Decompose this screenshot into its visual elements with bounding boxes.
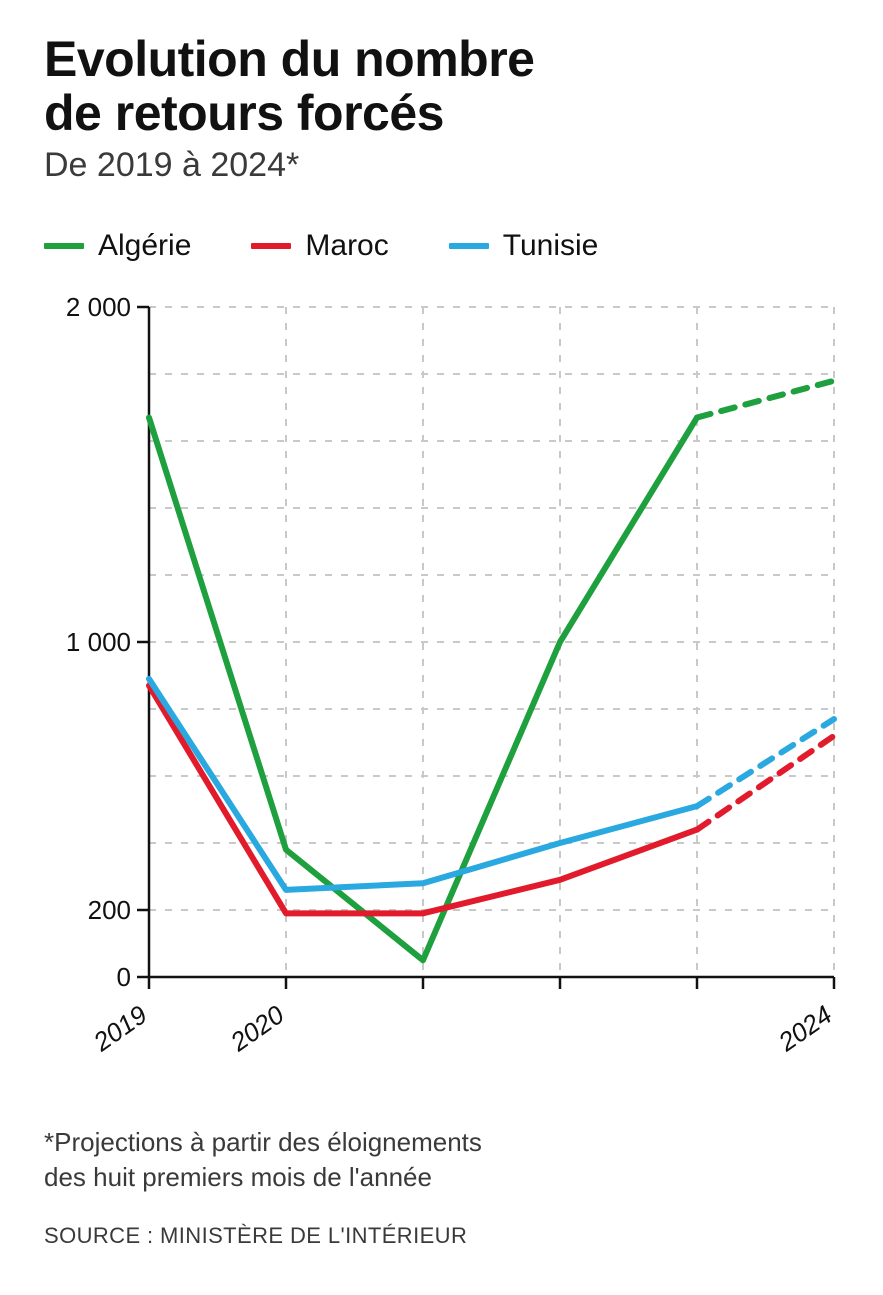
legend-label: Tunisie: [503, 229, 599, 263]
legend-swatch: [44, 243, 84, 249]
chart-svg: 0 200 1 000 2 000 2019 2020 2024: [44, 297, 839, 1087]
y-tick-label: 2 000: [66, 297, 131, 322]
legend-label: Algérie: [98, 229, 191, 263]
x-tick-label: 2019: [87, 999, 152, 1057]
page-title: Evolution du nombre de retours forcés: [44, 32, 839, 140]
footnote-line-1: *Projections à partir des éloignements: [44, 1127, 482, 1157]
y-tick-label: 200: [88, 895, 131, 925]
legend-item-maroc: Maroc: [251, 229, 388, 263]
x-tick-label: 2020: [224, 999, 290, 1058]
title-line-1: Evolution du nombre: [44, 31, 534, 87]
legend-swatch: [449, 243, 489, 249]
legend-item-tunisie: Tunisie: [449, 229, 599, 263]
series: [149, 381, 834, 961]
legend-swatch: [251, 243, 291, 249]
title-line-2: de retours forcés: [44, 85, 444, 141]
line-chart: 0 200 1 000 2 000 2019 2020 2024: [44, 297, 839, 1087]
x-tick-label: 2024: [772, 999, 837, 1057]
y-tick-label: 0: [117, 962, 131, 992]
footnote-line-2: des huit premiers mois de l'année: [44, 1162, 432, 1192]
y-tick-label: 1 000: [66, 627, 131, 657]
page-subtitle: De 2019 à 2024*: [44, 146, 839, 185]
chart-page: Evolution du nombre de retours forcés De…: [0, 0, 883, 1295]
source-credit: SOURCE : MINISTÈRE DE L'INTÉRIEUR: [44, 1223, 839, 1249]
x-axis-labels: 2019 2020 2024: [87, 977, 837, 1058]
legend: Algérie Maroc Tunisie: [44, 229, 839, 263]
footnote: *Projections à partir des éloignements d…: [44, 1125, 839, 1195]
y-axis-labels: 0 200 1 000 2 000: [66, 297, 149, 992]
series-algérie: [149, 381, 834, 961]
legend-label: Maroc: [305, 229, 388, 263]
legend-item-algerie: Algérie: [44, 229, 191, 263]
